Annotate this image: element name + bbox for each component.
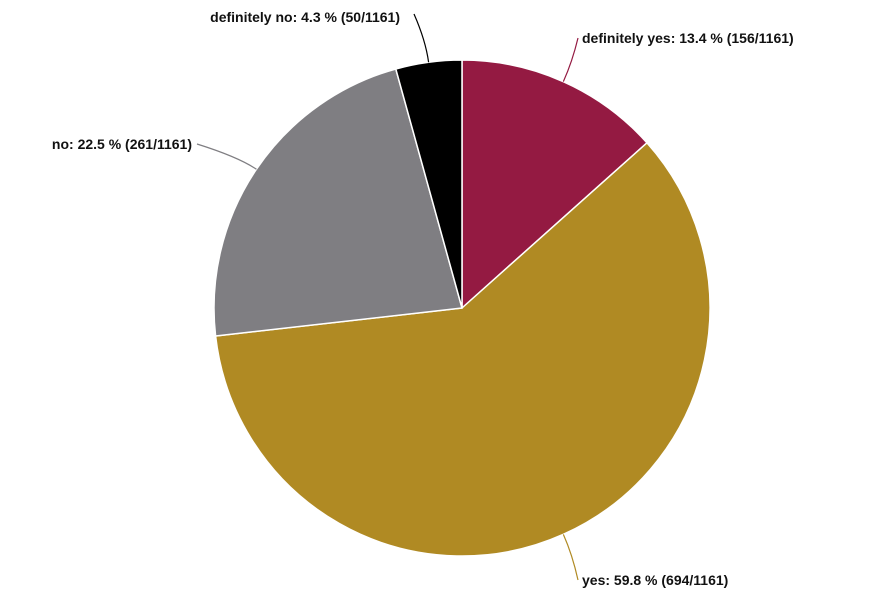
leader-line-definitely-no <box>413 13 430 63</box>
leader-line-yes <box>562 534 579 581</box>
pie-slice-no <box>213 68 463 337</box>
slice-label-definitely-no: definitely no: 4.3 % (50/1161) <box>210 9 400 25</box>
labels-layer: definitely yes: 13.4 % (156/1161) yes: 59… <box>52 9 794 588</box>
pie-slice-yes <box>214 141 711 557</box>
leaders-layer <box>196 13 579 581</box>
slice-label-yes: yes: 59.8 % (694/1161) <box>582 572 728 588</box>
leader-line-no <box>196 143 257 170</box>
slices-layer <box>213 59 711 557</box>
slice-label-no: no: 22.5 % (261/1161) <box>52 136 192 152</box>
pie-slice-definitely-yes <box>461 59 649 310</box>
slice-label-definitely-yes: definitely yes: 13.4 % (156/1161) <box>582 30 794 46</box>
leader-line-definitely-yes <box>562 37 579 82</box>
